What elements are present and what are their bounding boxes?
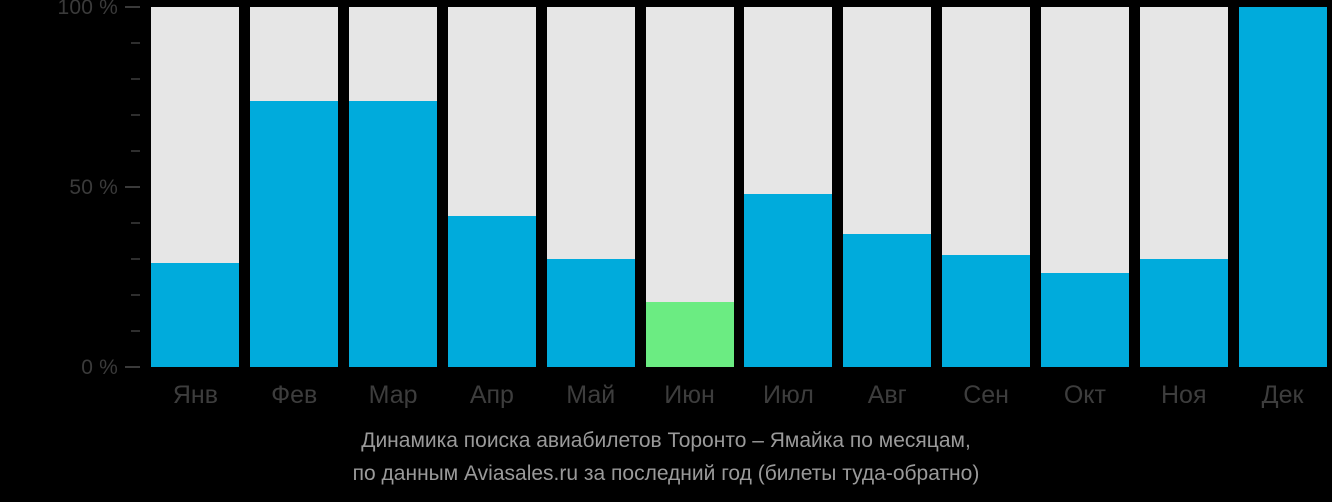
- y-axis-tick-mark: [131, 294, 140, 296]
- caption-line: по данным Aviasales.ru за последний год …: [352, 462, 980, 485]
- bar-fill[interactable]: [843, 233, 932, 367]
- x-axis-label: Окт: [1063, 381, 1106, 409]
- y-axis-tick-mark: [131, 330, 140, 332]
- bar-fill[interactable]: [546, 259, 635, 367]
- bar-fill-highlighted[interactable]: [645, 302, 734, 367]
- bar-column[interactable]: [546, 0, 635, 368]
- x-axis-label: Авг: [867, 381, 907, 409]
- x-axis-label: Фев: [271, 381, 318, 409]
- y-axis: 100 % 50 % 0 %: [0, 0, 146, 378]
- y-axis-tick-mark: [131, 78, 140, 80]
- x-axis-label: Июл: [763, 381, 814, 409]
- bar-column[interactable]: [1139, 0, 1228, 368]
- y-axis-tick-mark: [131, 42, 140, 44]
- y-axis-tick-label: 50 %: [69, 175, 118, 199]
- x-axis-label: Ноя: [1160, 381, 1207, 409]
- plot-area: 100 % 50 % 0 %: [0, 0, 1332, 378]
- x-axis-label: Янв: [172, 381, 218, 409]
- y-axis-tick-label: 0 %: [81, 355, 118, 379]
- bar-column[interactable]: [744, 0, 833, 368]
- bar-fill[interactable]: [250, 100, 339, 367]
- y-axis-tick-mark: [125, 186, 140, 188]
- x-axis-label: Июн: [664, 381, 715, 409]
- bar-fill[interactable]: [349, 100, 438, 367]
- x-axis-label: Дек: [1261, 381, 1304, 409]
- bar-fill[interactable]: [151, 262, 240, 367]
- y-axis-tick-mark: [125, 366, 140, 368]
- bar-column[interactable]: [1238, 0, 1327, 368]
- y-axis-tick-mark: [131, 114, 140, 116]
- bar-column[interactable]: [942, 0, 1031, 368]
- bar-fill[interactable]: [1238, 7, 1327, 367]
- bar-column[interactable]: [250, 0, 339, 368]
- x-axis: Янв Фев Мар Апр Май Июн Июл Авг Сен Окт Ноя Дек: [146, 372, 1332, 418]
- y-axis-tick-mark: [131, 222, 140, 224]
- bar-column[interactable]: [1040, 0, 1129, 368]
- bar-column[interactable]: [349, 0, 438, 368]
- bar-fill[interactable]: [942, 255, 1031, 367]
- y-axis-tick-mark: [125, 6, 140, 8]
- bar-fill[interactable]: [447, 215, 536, 367]
- x-axis-label: Мар: [368, 381, 418, 409]
- y-axis-tick-label: 100 %: [57, 0, 118, 19]
- bar-fill[interactable]: [1139, 259, 1228, 367]
- bar-column[interactable]: [645, 0, 734, 368]
- bar-column[interactable]: [447, 0, 536, 368]
- y-axis-tick-mark: [131, 150, 140, 152]
- caption-line: Динамика поиска авиабилетов Торонто – Ям…: [361, 429, 971, 452]
- y-axis-tick-mark: [131, 258, 140, 260]
- bar-fill[interactable]: [744, 194, 833, 367]
- x-axis-label: Май: [566, 381, 616, 409]
- bar-column[interactable]: [843, 0, 932, 368]
- x-axis-label: Апр: [469, 381, 514, 409]
- bar-fill[interactable]: [1040, 273, 1129, 367]
- chart-caption: Динамика поиска авиабилетов Торонто – Ям…: [0, 424, 1332, 490]
- x-axis-label: Сен: [963, 381, 1009, 409]
- bar-series: [146, 0, 1332, 372]
- bar-column[interactable]: [151, 0, 240, 368]
